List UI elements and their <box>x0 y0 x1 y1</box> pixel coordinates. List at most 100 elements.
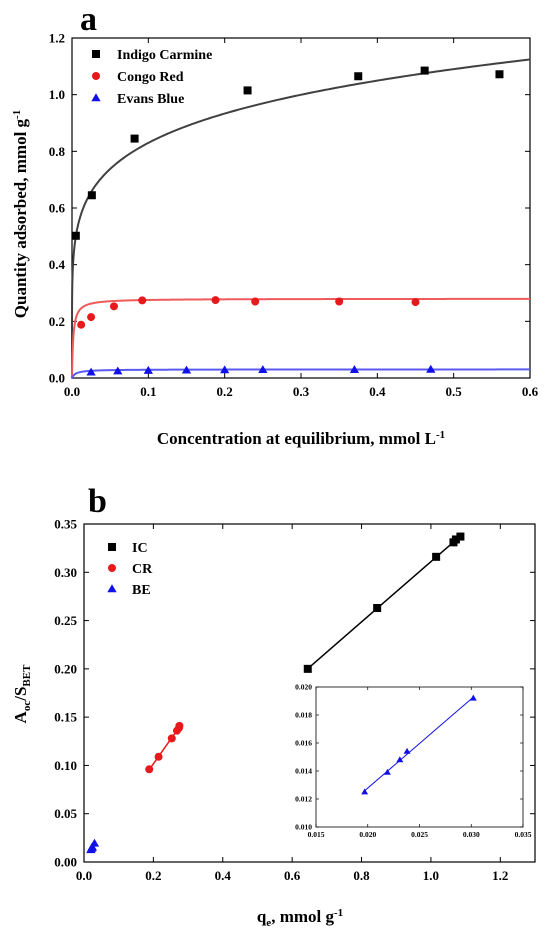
y-tick-label: 0.15 <box>54 710 77 725</box>
data-point-ic <box>432 552 441 561</box>
y-tick-label: 0.010 <box>295 823 312 832</box>
data-point-cr <box>154 752 163 761</box>
data-point-evans-blue <box>220 365 230 374</box>
legend-label-indigo-carmine: Indigo Carmine <box>117 48 212 63</box>
fit-curve-congo-red <box>71 297 530 378</box>
y-tick-label: 1.2 <box>49 31 65 46</box>
inset-data-point-be <box>361 788 369 795</box>
x-tick-label: 0.6 <box>522 384 539 399</box>
inset-chart: 0.015 0.020 0.025 0.030 0.035 0.010 0.012 0.014… <box>295 683 532 840</box>
data-point-evans-blue <box>426 364 436 373</box>
x-tick-label: 0.0 <box>76 868 92 883</box>
data-point-indigo-carmine <box>71 231 80 240</box>
y-tick-label: 0.10 <box>54 758 77 773</box>
inset-data-point-be <box>396 756 404 763</box>
y-tick-label: 0.014 <box>295 767 312 776</box>
legend-marker-cr <box>108 564 116 572</box>
legend-marker-congo-red <box>92 72 100 80</box>
data-point-congo-red <box>77 320 86 329</box>
data-point-indigo-carmine <box>420 66 429 75</box>
x-tick-label: 0.0 <box>64 384 80 399</box>
y-tick-label: 0.25 <box>54 613 77 628</box>
data-point-ic <box>456 532 465 541</box>
x-tick-label: 0.030 <box>463 830 480 839</box>
fit-curve-indigo-carmine <box>71 58 531 378</box>
data-point-indigo-carmine <box>354 72 363 81</box>
data-point-congo-red <box>87 313 96 322</box>
legend-marker-evans-blue <box>91 93 101 102</box>
data-point-cr <box>145 765 154 774</box>
data-point-ic <box>303 664 312 673</box>
inset-data-point-be <box>469 694 477 701</box>
plot-frame <box>71 37 531 379</box>
panel-a-letter: a <box>80 1 97 38</box>
x-tick-label: 0.8 <box>353 868 370 883</box>
y-tick-label: 0.30 <box>54 565 77 580</box>
x-tick-label: 0.2 <box>217 384 233 399</box>
legend-label-evans-blue: Evans Blue <box>117 92 184 107</box>
legend-marker-ic <box>108 543 116 551</box>
y-tick-label: 0.20 <box>54 661 77 676</box>
y-axis-title: Aoc/SBET <box>11 664 33 724</box>
x-tick-label: 0.020 <box>359 830 376 839</box>
data-point-be <box>89 838 100 847</box>
x-tick-label: 0.5 <box>446 384 463 399</box>
x-axis-title: Concentration at equilibrium, mmol L-1 <box>157 429 445 448</box>
y-tick-label: 0.016 <box>295 739 312 748</box>
data-point-indigo-carmine <box>87 191 96 200</box>
y-tick-label: 0.012 <box>295 795 312 804</box>
inset-fit-line <box>364 696 474 792</box>
x-tick-label: 0.1 <box>140 384 156 399</box>
x-tick-label: 0.3 <box>293 384 310 399</box>
data-point-indigo-carmine <box>130 134 139 143</box>
panel-b-letter: b <box>88 483 107 520</box>
legend-marker-be <box>107 584 117 593</box>
y-tick-label: 0.35 <box>54 517 77 532</box>
x-tick-label: 0.025 <box>411 830 428 839</box>
y-tick-label: 0.8 <box>49 144 66 159</box>
inset-background <box>316 687 523 827</box>
data-point-ic <box>451 535 460 544</box>
y-tick-label: 0.020 <box>295 683 312 692</box>
data-point-congo-red <box>335 297 344 306</box>
x-tick-label: 0.035 <box>515 830 532 839</box>
y-tick-label: 0.4 <box>49 257 66 272</box>
plot-frame <box>83 523 536 863</box>
chart-panel-b: 0.0 0.2 0.4 0.6 0.8 1.0 1.2 0.00 0.05 0.10 0.15 0.2… <box>11 517 536 929</box>
legend-label-cr: CR <box>132 562 153 577</box>
inset-data-point-be <box>403 747 411 754</box>
x-tick-label: 0.6 <box>284 868 301 883</box>
data-point-evans-blue <box>143 365 153 374</box>
x-tick-label: 0.4 <box>215 868 232 883</box>
x-tick-label: 1.2 <box>492 868 508 883</box>
data-point-congo-red <box>411 298 420 307</box>
fit-curve-evans-blue <box>71 368 530 379</box>
legend-marker-indigo-carmine <box>92 50 100 58</box>
data-point-evans-blue <box>349 365 360 373</box>
data-point-indigo-carmine <box>495 70 504 79</box>
x-axis-title: qe, mmol g-1 <box>257 907 343 929</box>
x-tick-label: 0.2 <box>145 868 161 883</box>
data-point-cr <box>167 734 176 743</box>
y-tick-label: 1.0 <box>49 87 65 102</box>
x-tick-label: 0.4 <box>369 384 386 399</box>
data-point-evans-blue <box>181 365 192 374</box>
legend-label-be: BE <box>132 583 151 598</box>
y-tick-label: 0.2 <box>49 314 65 329</box>
data-point-evans-blue <box>113 366 123 375</box>
y-tick-label: 0.6 <box>49 201 66 216</box>
inset-data-point-be <box>383 768 391 775</box>
data-point-evans-blue <box>86 367 96 376</box>
data-point-cr <box>175 721 184 730</box>
data-point-evans-blue <box>258 365 268 373</box>
data-point-congo-red <box>211 296 220 305</box>
chart-panel-a: 0.0 0.1 0.2 0.3 0.4 0.5 0.6 0.0 0.2 0.4 0.6 0.8 1.0 1… <box>11 31 539 449</box>
data-point-congo-red <box>109 302 118 311</box>
legend-label-congo-red: Congo Red <box>117 70 184 85</box>
fit-line-cr <box>148 726 181 771</box>
y-axis-title: Quantity adsorbed, mmol g-1 <box>11 110 30 318</box>
y-tick-label: 0.00 <box>54 855 77 870</box>
x-tick-label: 0.015 <box>308 830 325 839</box>
x-tick-label: 1.0 <box>423 868 439 883</box>
